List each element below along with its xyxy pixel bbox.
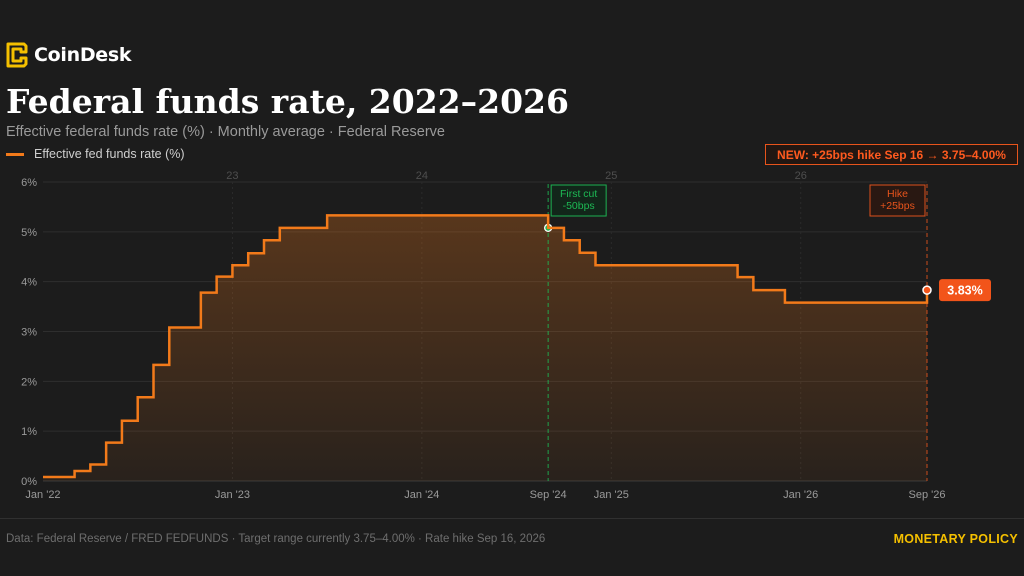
x-tick-label: Jan '22 — [25, 489, 60, 501]
year-label: 23 — [226, 170, 238, 182]
end-value-badge — [939, 279, 991, 302]
annotation-box — [550, 184, 607, 217]
x-tick-label: Sep '24 — [530, 489, 567, 501]
legend-label: Effective fed funds rate (%) — [34, 147, 185, 161]
y-tick-label: 2% — [21, 376, 37, 388]
brand-name: CoinDesk — [34, 44, 132, 66]
rate-line — [43, 214, 929, 479]
rate-area — [43, 215, 927, 481]
y-tick-label: 1% — [21, 426, 37, 438]
rate-chart: First cut-50bps Hike+25bps 0% 1% 2% 3% 4% 5% 6%… — [21, 170, 991, 501]
annotation-text: -50bps — [563, 200, 595, 212]
y-tick-label: 0% — [21, 476, 37, 488]
x-tick-label: Jan '26 — [783, 489, 818, 501]
end-value-label: 3.83% — [947, 284, 982, 298]
x-tick-label: Jan '24 — [404, 489, 439, 501]
y-tick-label: 4% — [21, 277, 37, 289]
annotation-box — [869, 184, 926, 217]
annotation-text: First cut — [560, 188, 597, 200]
y-tick-label: 6% — [21, 177, 37, 189]
x-tick-label: Jan '23 — [215, 489, 250, 501]
footer-tag: MONETARY POLICY — [893, 532, 1018, 546]
x-tick-label: Sep '26 — [909, 489, 946, 501]
year-label: 24 — [416, 170, 428, 182]
annotation-text: +25bps — [880, 200, 915, 212]
chart-subtitle: Effective federal funds rate (%) · Month… — [6, 124, 445, 140]
brand: CoinDesk — [6, 42, 132, 68]
coindesk-logo-icon — [6, 42, 28, 68]
chart-title: Federal funds rate, 2022–2026 — [6, 82, 569, 121]
annotation-text: Hike — [887, 188, 908, 200]
legend: Effective fed funds rate (%) — [6, 147, 185, 161]
end-point-marker — [922, 285, 932, 295]
news-badge: NEW: +25bps hike Sep 16 → 3.75–4.00% — [765, 144, 1018, 165]
footer-divider — [0, 518, 1024, 519]
footer-source: Data: Federal Reserve / FRED FEDFUNDS · … — [6, 533, 546, 545]
x-tick-label: Jan '25 — [594, 489, 629, 501]
y-tick-label: 5% — [21, 227, 37, 239]
year-label: 25 — [605, 170, 617, 182]
y-tick-label: 3% — [21, 327, 37, 339]
year-label: 26 — [795, 170, 807, 182]
legend-swatch — [6, 152, 24, 156]
